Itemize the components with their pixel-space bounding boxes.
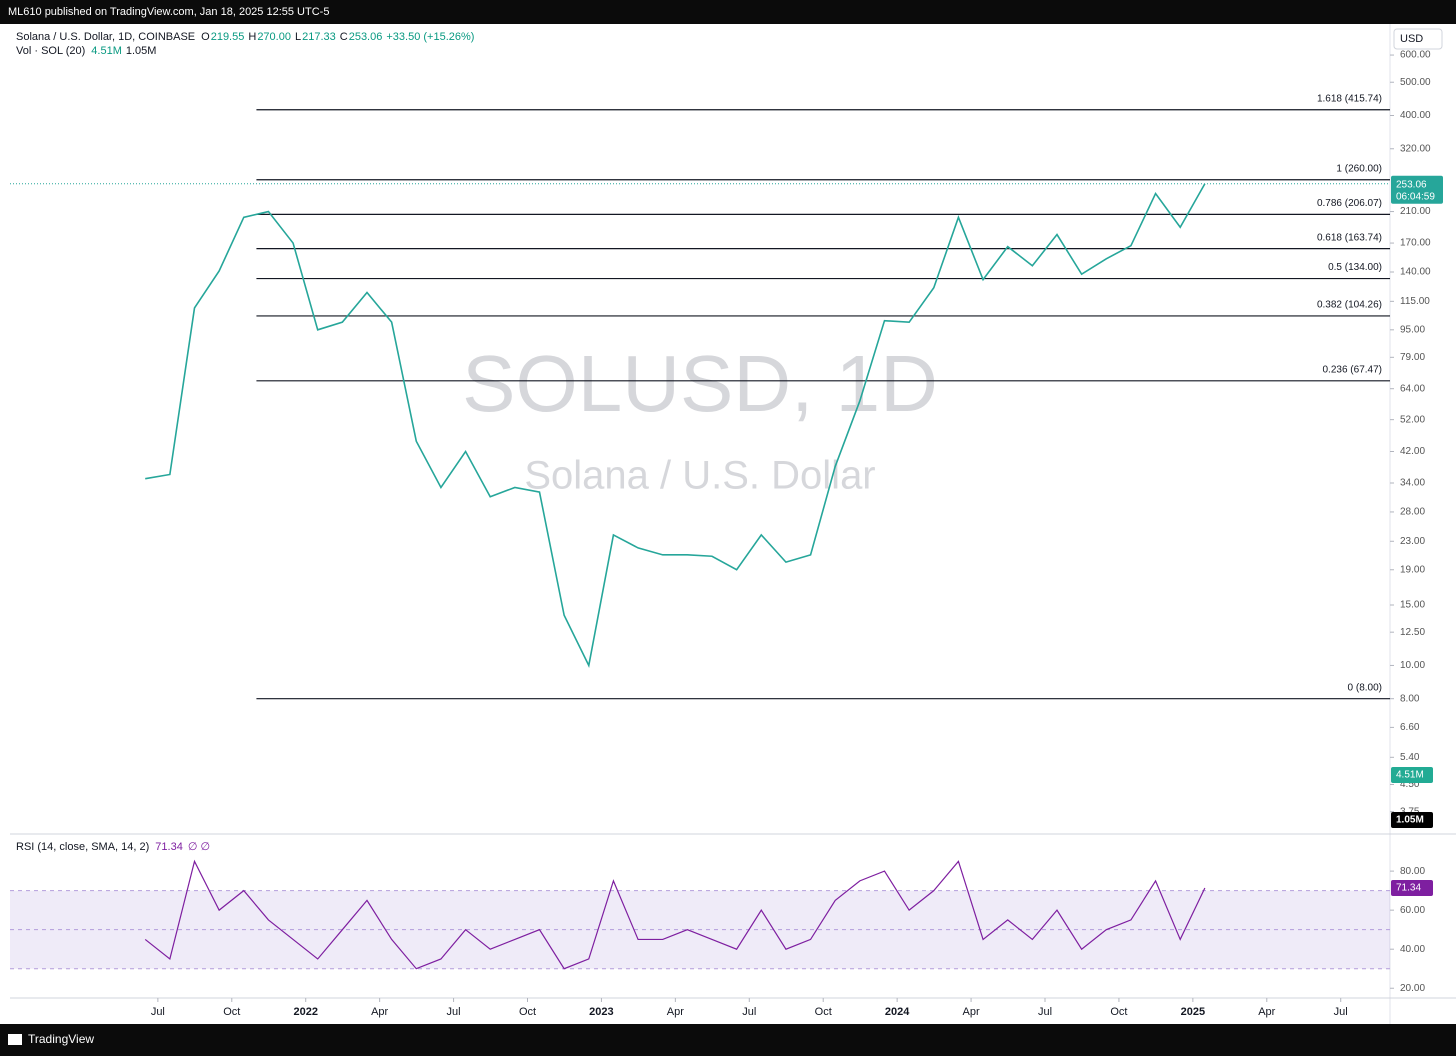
currency-box[interactable] — [1393, 28, 1443, 50]
ohlc-value: 270.00 — [257, 31, 291, 43]
fib-label: 1.618 (415.74) — [1317, 93, 1382, 104]
x-tick-label: 2023 — [589, 1006, 613, 1018]
x-tick-label: Oct — [1110, 1006, 1127, 1018]
countdown: 06:04:59 — [1396, 191, 1435, 202]
ohlc-label: L — [295, 31, 301, 43]
last-price-label: 253.06 — [1396, 179, 1427, 190]
ohlc-label: O — [201, 31, 210, 43]
price-line — [145, 183, 1206, 668]
y-tick-label: 64.00 — [1400, 383, 1425, 394]
fib-label: 0.382 (104.26) — [1317, 300, 1382, 311]
fib-label: 0.786 (206.07) — [1317, 198, 1382, 209]
x-tick-label: Jul — [1334, 1006, 1348, 1018]
fib-label: 0 (8.00) — [1348, 682, 1382, 693]
brand-logo — [8, 1034, 22, 1045]
y-tick-label: 500.00 — [1400, 77, 1431, 88]
y-tick-label: 5.40 — [1400, 752, 1420, 763]
y-tick-label: 3.75 — [1400, 806, 1420, 817]
volume-value: 1.05M — [126, 45, 157, 57]
rsi-y-tick-label: 60.00 — [1400, 905, 1425, 916]
y-tick-label: 15.00 — [1400, 600, 1425, 611]
ohlc-value: 217.33 — [302, 31, 336, 43]
x-tick-label: 2025 — [1181, 1006, 1205, 1018]
volume-sma-label: 1.05M — [1396, 815, 1424, 826]
rsi-value-box — [1391, 880, 1433, 897]
ohlc-label: C — [340, 31, 348, 43]
volume-value: 4.51M — [91, 45, 122, 57]
ohlc-label: H — [248, 31, 256, 43]
volume-box — [1391, 767, 1433, 783]
x-tick-label: Oct — [519, 1006, 536, 1018]
volume-legend: Vol · SOL (20) — [16, 45, 85, 57]
y-tick-label: 42.00 — [1400, 446, 1425, 457]
y-tick-label: 6.60 — [1400, 722, 1420, 733]
watermark-subtitle: Solana / U.S. Dollar — [524, 454, 875, 498]
y-tick-label: 52.00 — [1400, 414, 1425, 425]
y-tick-label: 170.00 — [1400, 238, 1431, 249]
y-tick-label: 79.00 — [1400, 352, 1425, 363]
y-tick-label: 34.00 — [1400, 478, 1425, 489]
y-tick-label: 95.00 — [1400, 324, 1425, 335]
rsi-legend-extra: ∅ ∅ — [188, 841, 210, 853]
y-tick-label: 4.50 — [1400, 779, 1420, 790]
y-tick-label: 12.50 — [1400, 627, 1425, 638]
rsi-line — [144, 859, 1206, 970]
top-bar — [0, 0, 1456, 24]
y-tick-label: 23.00 — [1400, 536, 1425, 547]
x-tick-label: Apr — [963, 1006, 980, 1018]
ohlc-value: 219.55 — [211, 31, 245, 43]
currency: USD — [1400, 33, 1423, 45]
fib-label: 0.618 (163.74) — [1317, 232, 1382, 243]
y-tick-label: 140.00 — [1400, 267, 1431, 278]
rsi-y-tick-label: 80.00 — [1400, 866, 1425, 877]
bottom-bar — [0, 1024, 1456, 1056]
last-price-box — [1391, 175, 1443, 204]
x-tick-label: Jul — [447, 1006, 461, 1018]
y-tick-label: 115.00 — [1400, 296, 1430, 307]
x-tick-label: 2022 — [293, 1006, 317, 1018]
y-tick-label: 320.00 — [1400, 143, 1431, 154]
rsi-value-label: 71.34 — [1396, 883, 1421, 894]
x-tick-label: Apr — [371, 1006, 388, 1018]
rsi-title: RSI (14, close, SMA, 14, 2) — [16, 841, 149, 853]
change: +33.50 (+15.26%) — [386, 31, 474, 43]
watermark: SOLUSD, 1D — [462, 339, 938, 428]
volume-sma-box — [1391, 812, 1433, 828]
fib-label: 1 (260.00) — [1336, 163, 1382, 174]
ohlc-value: 253.06 — [349, 31, 383, 43]
rsi-legend-value: 71.34 — [155, 841, 183, 853]
x-tick-label: Oct — [815, 1006, 832, 1018]
y-tick-label: 8.00 — [1400, 693, 1420, 704]
x-tick-label: Apr — [667, 1006, 684, 1018]
published: ML610 published on TradingView.com, Jan … — [8, 6, 329, 18]
fib-label: 0.5 (134.00) — [1328, 262, 1382, 273]
y-tick-label: 400.00 — [1400, 110, 1431, 121]
brand: TradingView — [28, 1032, 94, 1046]
y-tick-label: 10.00 — [1400, 660, 1425, 671]
x-tick-label: Jul — [151, 1006, 165, 1018]
x-tick-label: Apr — [1258, 1006, 1275, 1018]
y-tick-label: 600.00 — [1400, 50, 1431, 61]
y-tick-label: 19.00 — [1400, 564, 1425, 575]
x-tick-label: 2024 — [885, 1006, 910, 1018]
y-tick-label: 210.00 — [1400, 206, 1431, 217]
y-tick-label: 28.00 — [1400, 507, 1425, 518]
x-tick-label: Oct — [223, 1006, 240, 1018]
x-tick-label: Jul — [1038, 1006, 1052, 1018]
rsi-y-tick-label: 40.00 — [1400, 944, 1425, 955]
fib-label: 0.236 (67.47) — [1323, 364, 1383, 375]
rsi-y-tick-label: 20.00 — [1400, 983, 1425, 994]
volume-axis-label: 4.51M — [1396, 770, 1424, 781]
legend-title: Solana / U.S. Dollar, 1D, COINBASE — [16, 31, 195, 43]
x-tick-label: Jul — [742, 1006, 756, 1018]
